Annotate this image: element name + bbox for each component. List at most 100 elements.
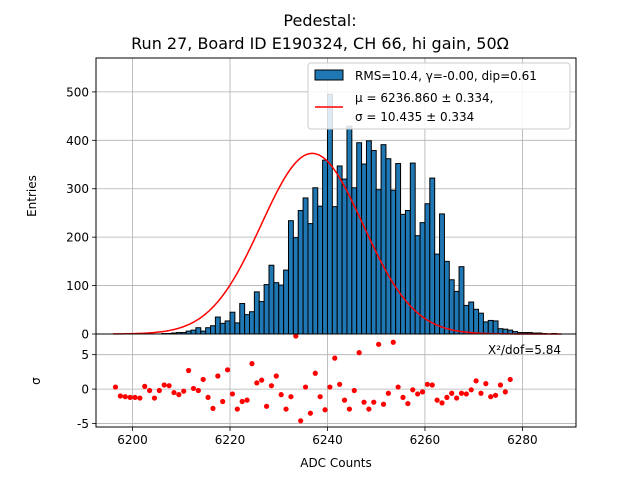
histogram-bar [317, 205, 324, 335]
top-y-tick-label: 100 [66, 279, 89, 293]
residual-point [385, 390, 391, 396]
histogram-bar [278, 284, 285, 335]
residual-point [405, 400, 411, 407]
histogram-bar [195, 327, 202, 335]
histogram-bar [292, 237, 299, 335]
top-y-tick-label: 400 [66, 134, 89, 148]
histogram-bar [482, 321, 489, 335]
histogram-bar [429, 177, 436, 335]
residual-point [488, 394, 494, 400]
residual-point [210, 405, 216, 411]
histogram-bar [385, 158, 392, 335]
residual-point [351, 387, 357, 394]
histogram-bar [214, 316, 221, 335]
residual-point [156, 387, 162, 394]
residual-point [337, 381, 343, 387]
residual-point [147, 387, 153, 394]
bottom-y-axis-label: σ [29, 377, 43, 385]
residual-point [444, 394, 450, 400]
residual-point [322, 407, 328, 413]
top-y-tick-label: 500 [66, 85, 89, 99]
histogram-bar [463, 304, 470, 335]
histogram-bar [244, 314, 251, 335]
bottom-y-tick-label: -5 [77, 417, 89, 431]
chart-title-line2: Run 27, Board ID E190324, CH 66, hi gain… [131, 34, 509, 53]
residual-point [220, 398, 226, 405]
histogram-bar [210, 325, 216, 335]
gaussian-fit-line [113, 152, 562, 335]
residual-point [244, 397, 250, 403]
histogram-bar [380, 144, 387, 335]
x-tick-label: 6200 [117, 433, 148, 447]
histogram-bar [434, 253, 441, 335]
residual-point [112, 384, 119, 390]
histogram-bar [487, 319, 494, 335]
histogram-bar [468, 301, 475, 335]
histogram-bar [414, 235, 421, 335]
top-y-axis-label: Entries [25, 175, 39, 217]
residual-point [332, 355, 338, 361]
residual-point [458, 390, 465, 396]
histogram-bar [287, 220, 294, 335]
residual-point [185, 367, 192, 374]
histogram-bar [400, 213, 406, 335]
histogram-bar [346, 125, 353, 335]
residual-point [312, 370, 318, 376]
residual-point [142, 383, 148, 389]
histogram-bar [492, 320, 499, 335]
histogram-bar [424, 203, 431, 335]
residual-point [366, 406, 372, 412]
histogram-bar [322, 159, 328, 335]
residual-point [468, 387, 474, 393]
residual-point [127, 394, 133, 400]
residual-point [478, 390, 484, 396]
histogram-bar [395, 163, 402, 335]
histogram-bar [448, 279, 455, 335]
histogram-bar [458, 266, 465, 335]
bottom-y-tick-label: 0 [81, 383, 89, 397]
histogram-bar [404, 210, 411, 335]
legend-bar-swatch [314, 69, 344, 81]
residual-point [390, 339, 396, 345]
residual-panel: -5 0 5 σ X²/dof=5.84 6200 6220 6240 6260 6280 ADC … [29, 333, 577, 470]
legend-fit-label-line1: μ = 6236.860 ± 0.334, [355, 91, 493, 105]
residual-point [288, 394, 294, 400]
residual-point [205, 394, 211, 400]
histogram-bar [205, 327, 212, 335]
histogram-bar [234, 322, 241, 335]
residual-point [263, 403, 270, 409]
residual-point [195, 387, 201, 394]
residual-point [259, 377, 265, 383]
residual-point [302, 384, 309, 390]
residual-point [419, 389, 426, 395]
residual-point [341, 397, 348, 403]
residual-point [181, 388, 187, 394]
x-tick-label: 6220 [215, 433, 246, 447]
residual-point [166, 383, 172, 389]
residual-point [497, 382, 504, 388]
residual-point [298, 418, 304, 424]
x-tick-label: 6260 [410, 433, 441, 447]
histogram-panel: 0 100 200 300 400 500 Entries [25, 57, 577, 342]
residual-point [449, 390, 455, 396]
histogram-bar [249, 311, 255, 335]
residual-point [171, 389, 177, 396]
histogram-bar [307, 223, 314, 335]
residual-point [132, 394, 138, 400]
histogram-bar [283, 269, 289, 335]
histogram-bar [361, 163, 367, 335]
residual-point [439, 400, 445, 406]
legend-box [307, 62, 571, 130]
residual-point [268, 383, 275, 389]
histogram-bar [258, 301, 265, 335]
histogram-bar [268, 264, 275, 335]
residual-point [346, 406, 353, 412]
residual-point [249, 361, 255, 367]
residual-point [400, 394, 406, 400]
histogram-bar [297, 210, 304, 335]
top-y-tick-label: 300 [66, 182, 89, 196]
residual-point [283, 406, 289, 412]
residual-point [215, 373, 221, 379]
legend-bar-label: RMS=10.4, γ=-0.00, dip=0.61 [355, 69, 537, 83]
residual-point [483, 381, 489, 387]
